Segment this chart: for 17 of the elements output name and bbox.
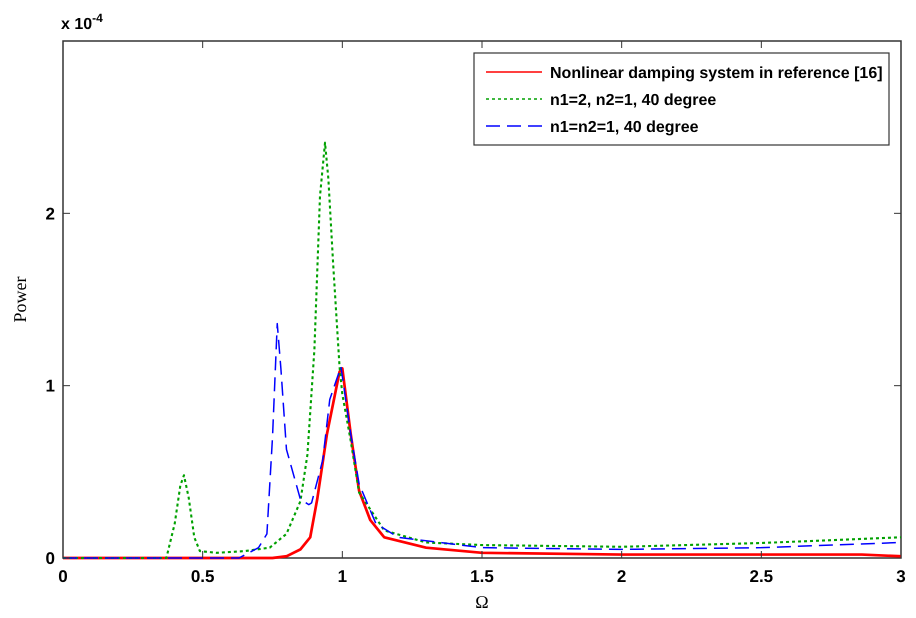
line-series	[62, 142, 902, 560]
x-tick-label: 1.5	[470, 567, 494, 586]
x-tick-label: 0.5	[190, 567, 214, 586]
x-axis-title: Ω	[475, 592, 489, 612]
x-tick-label: 1	[338, 567, 348, 586]
x-tick-label: 0	[58, 567, 68, 586]
x-tick-label: 2	[616, 567, 626, 586]
legend-label: Nonlinear damping system in reference [16]	[550, 65, 883, 82]
x-tick-label: 3	[896, 567, 906, 586]
y-tick-label: 2	[46, 204, 55, 224]
legend-label: n1=2, n2=1, 40 degree	[550, 92, 716, 109]
y-tick-label: 0	[46, 549, 55, 568]
y-axis-title: Power	[10, 276, 30, 322]
y-tick-label: 1	[46, 376, 55, 396]
x-tick-label: 2.5	[750, 567, 774, 586]
legend-label: n1=n2=1, 40 degree	[550, 119, 699, 136]
text: x 10$^{-4}$	[61, 11, 104, 33]
